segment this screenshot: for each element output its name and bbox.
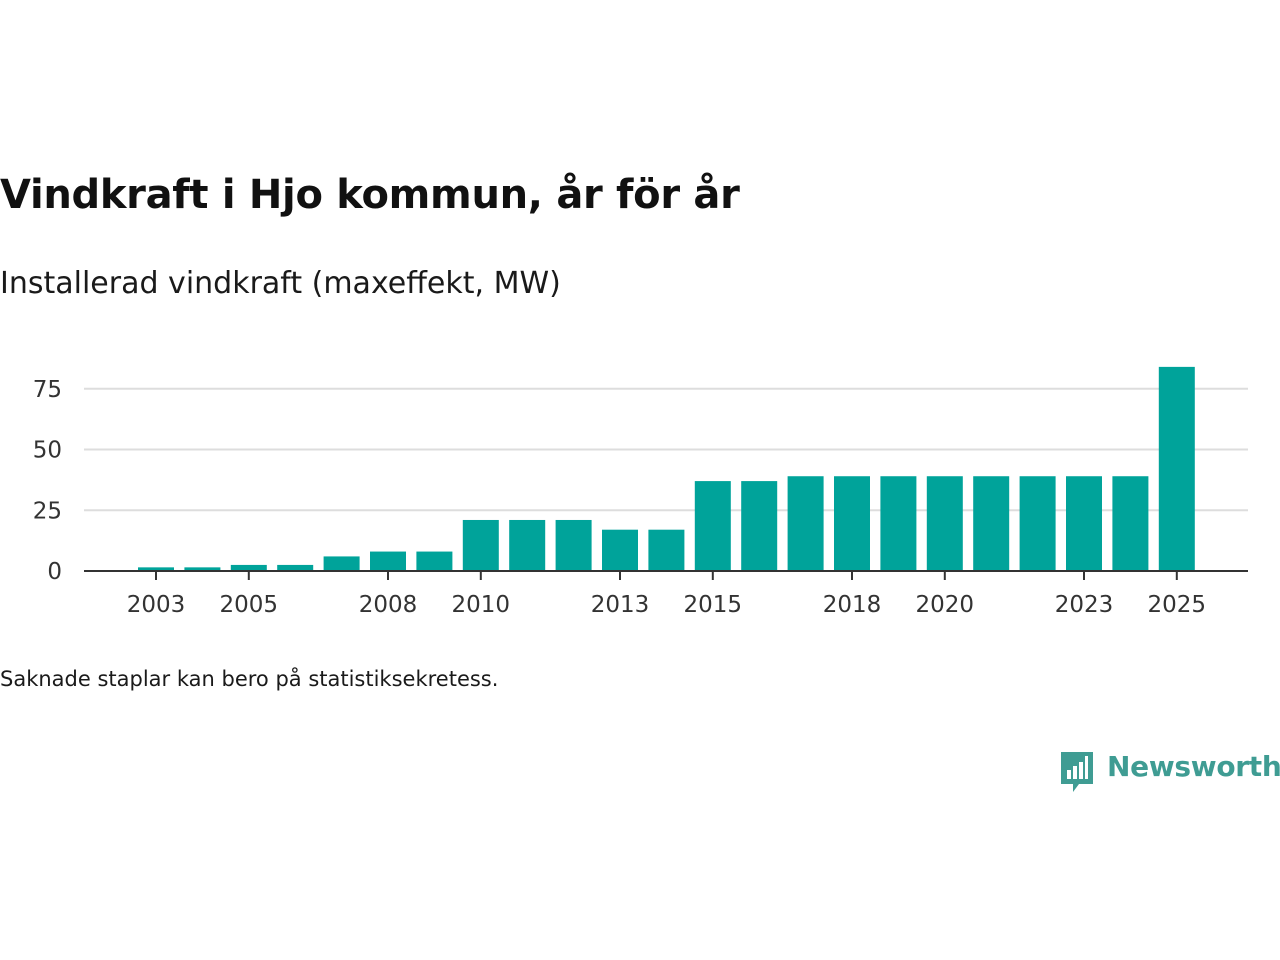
bar-2004	[184, 567, 221, 571]
chart-title: Vindkraft i Hjo kommun, år för år	[0, 172, 740, 218]
bar-chart: 0 25 50 75 2003 2005 2008 2010 2013 2015 2018 2020…	[33, 366, 1248, 618]
bar-2022	[1019, 476, 1056, 571]
bar-2009	[416, 551, 453, 571]
x-tick-label: 2015	[684, 592, 743, 618]
bars	[138, 366, 1195, 571]
x-tick-label: 2025	[1148, 592, 1207, 618]
x-tick-label: 2008	[359, 592, 418, 618]
x-tick-label: 2010	[452, 592, 511, 618]
y-tick-label: 25	[33, 498, 62, 524]
bar-2015	[694, 481, 731, 571]
bar-2008	[370, 551, 406, 571]
y-axis-ticks: 0 25 50 75	[33, 377, 62, 585]
x-tick-label: 2003	[127, 592, 186, 618]
bar-2016	[741, 481, 778, 571]
bar-2023	[1066, 476, 1102, 571]
bar-2020	[926, 476, 963, 571]
bar-2021	[973, 476, 1010, 571]
bar-2025	[1158, 366, 1195, 571]
y-tick-label: 75	[33, 377, 62, 403]
bar-2006	[277, 564, 314, 571]
bar-2010	[462, 519, 499, 571]
bar-2017	[787, 476, 824, 571]
bar-2011	[509, 519, 546, 571]
bar-2012	[555, 519, 592, 571]
bar-2003	[138, 567, 174, 571]
x-tick-label: 2013	[591, 592, 650, 618]
x-tick-label: 2020	[916, 592, 975, 618]
brand-name: Newsworthy	[1107, 750, 1280, 783]
footnote: Saknade staplar kan bero på statistiksek…	[0, 667, 499, 691]
chart-subtitle: Installerad vindkraft (maxeffekt, MW)	[0, 266, 561, 301]
bar-2019	[880, 476, 917, 571]
x-tick-label: 2005	[220, 592, 279, 618]
x-tick-label: 2023	[1055, 592, 1114, 618]
bar-2018	[834, 476, 870, 571]
y-tick-label: 50	[33, 438, 62, 464]
bar-2014	[648, 529, 685, 571]
bar-2007	[323, 556, 360, 571]
x-tick-label: 2018	[823, 592, 882, 618]
x-axis: 2003 2005 2008 2010 2013 2015 2018 2020 2023 2025	[84, 570, 1248, 618]
bar-2005	[230, 564, 267, 571]
bar-2024	[1112, 476, 1149, 571]
newsworthy-logo-icon	[1061, 752, 1093, 792]
brand-logo: Newsworthy	[1059, 748, 1280, 796]
y-tick-label: 0	[47, 559, 62, 585]
bar-2013	[602, 529, 638, 571]
